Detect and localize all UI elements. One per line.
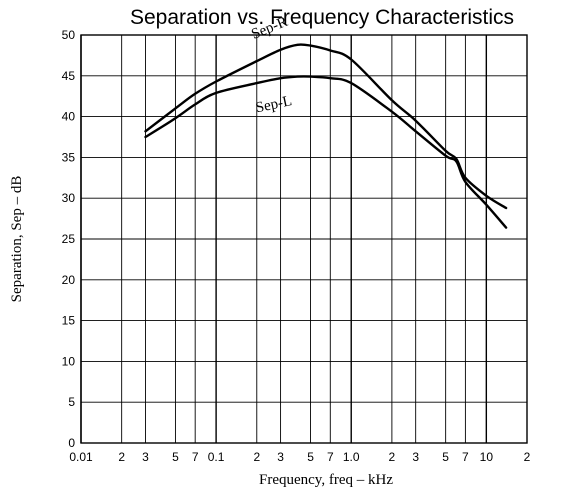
y-axis-label: Separation, Sep – dB <box>9 176 25 303</box>
y-tick-label: 15 <box>62 314 76 328</box>
x-tick-label: 2 <box>524 450 531 464</box>
y-tick-label: 10 <box>62 354 76 368</box>
x-tick-label: 1.0 <box>343 450 360 464</box>
x-tick-label: 0.01 <box>69 450 93 464</box>
x-tick-label: 2 <box>118 450 125 464</box>
series-line-sep-r <box>144 43 508 210</box>
x-tick-label: 7 <box>192 450 199 464</box>
y-tick-label: 35 <box>62 150 76 164</box>
y-tick-label: 30 <box>62 191 76 205</box>
series-label-sep-l: Sep-L <box>254 93 293 116</box>
x-tick-label: 0.1 <box>208 450 225 464</box>
x-tick-label: 3 <box>277 450 284 464</box>
y-tick-label: 40 <box>62 110 76 124</box>
tick-labels: 0.01 2 3 5 7 0.1 2 3 5 7 1.0 2 3 5 7 10 2051015202530354… <box>62 28 531 464</box>
x-tick-label: 7 <box>327 450 334 464</box>
x-tick-label: 2 <box>389 450 396 464</box>
x-tick-label: 3 <box>142 450 149 464</box>
x-tick-label: 3 <box>412 450 419 464</box>
y-tick-label: 0 <box>68 436 75 450</box>
x-tick-label: 5 <box>307 450 314 464</box>
x-tick-label: 7 <box>462 450 469 464</box>
x-tick-label: 5 <box>172 450 179 464</box>
x-tick-label: 5 <box>442 450 449 464</box>
series-line-sep-l <box>144 75 508 229</box>
y-tick-label: 20 <box>62 273 76 287</box>
x-tick-label: 10 <box>480 450 494 464</box>
y-tick-label: 5 <box>68 395 75 409</box>
x-tick-label: 2 <box>253 450 260 464</box>
grid <box>80 34 528 444</box>
y-tick-label: 50 <box>62 28 76 42</box>
series-lines <box>144 43 508 229</box>
y-tick-label: 45 <box>62 69 76 83</box>
chart-title: Separation vs. Frequency Characteristics <box>130 6 514 29</box>
x-axis-label: Frequency, freq – kHz <box>259 472 393 488</box>
y-tick-label: 25 <box>62 232 76 246</box>
plot-frame <box>80 34 528 444</box>
